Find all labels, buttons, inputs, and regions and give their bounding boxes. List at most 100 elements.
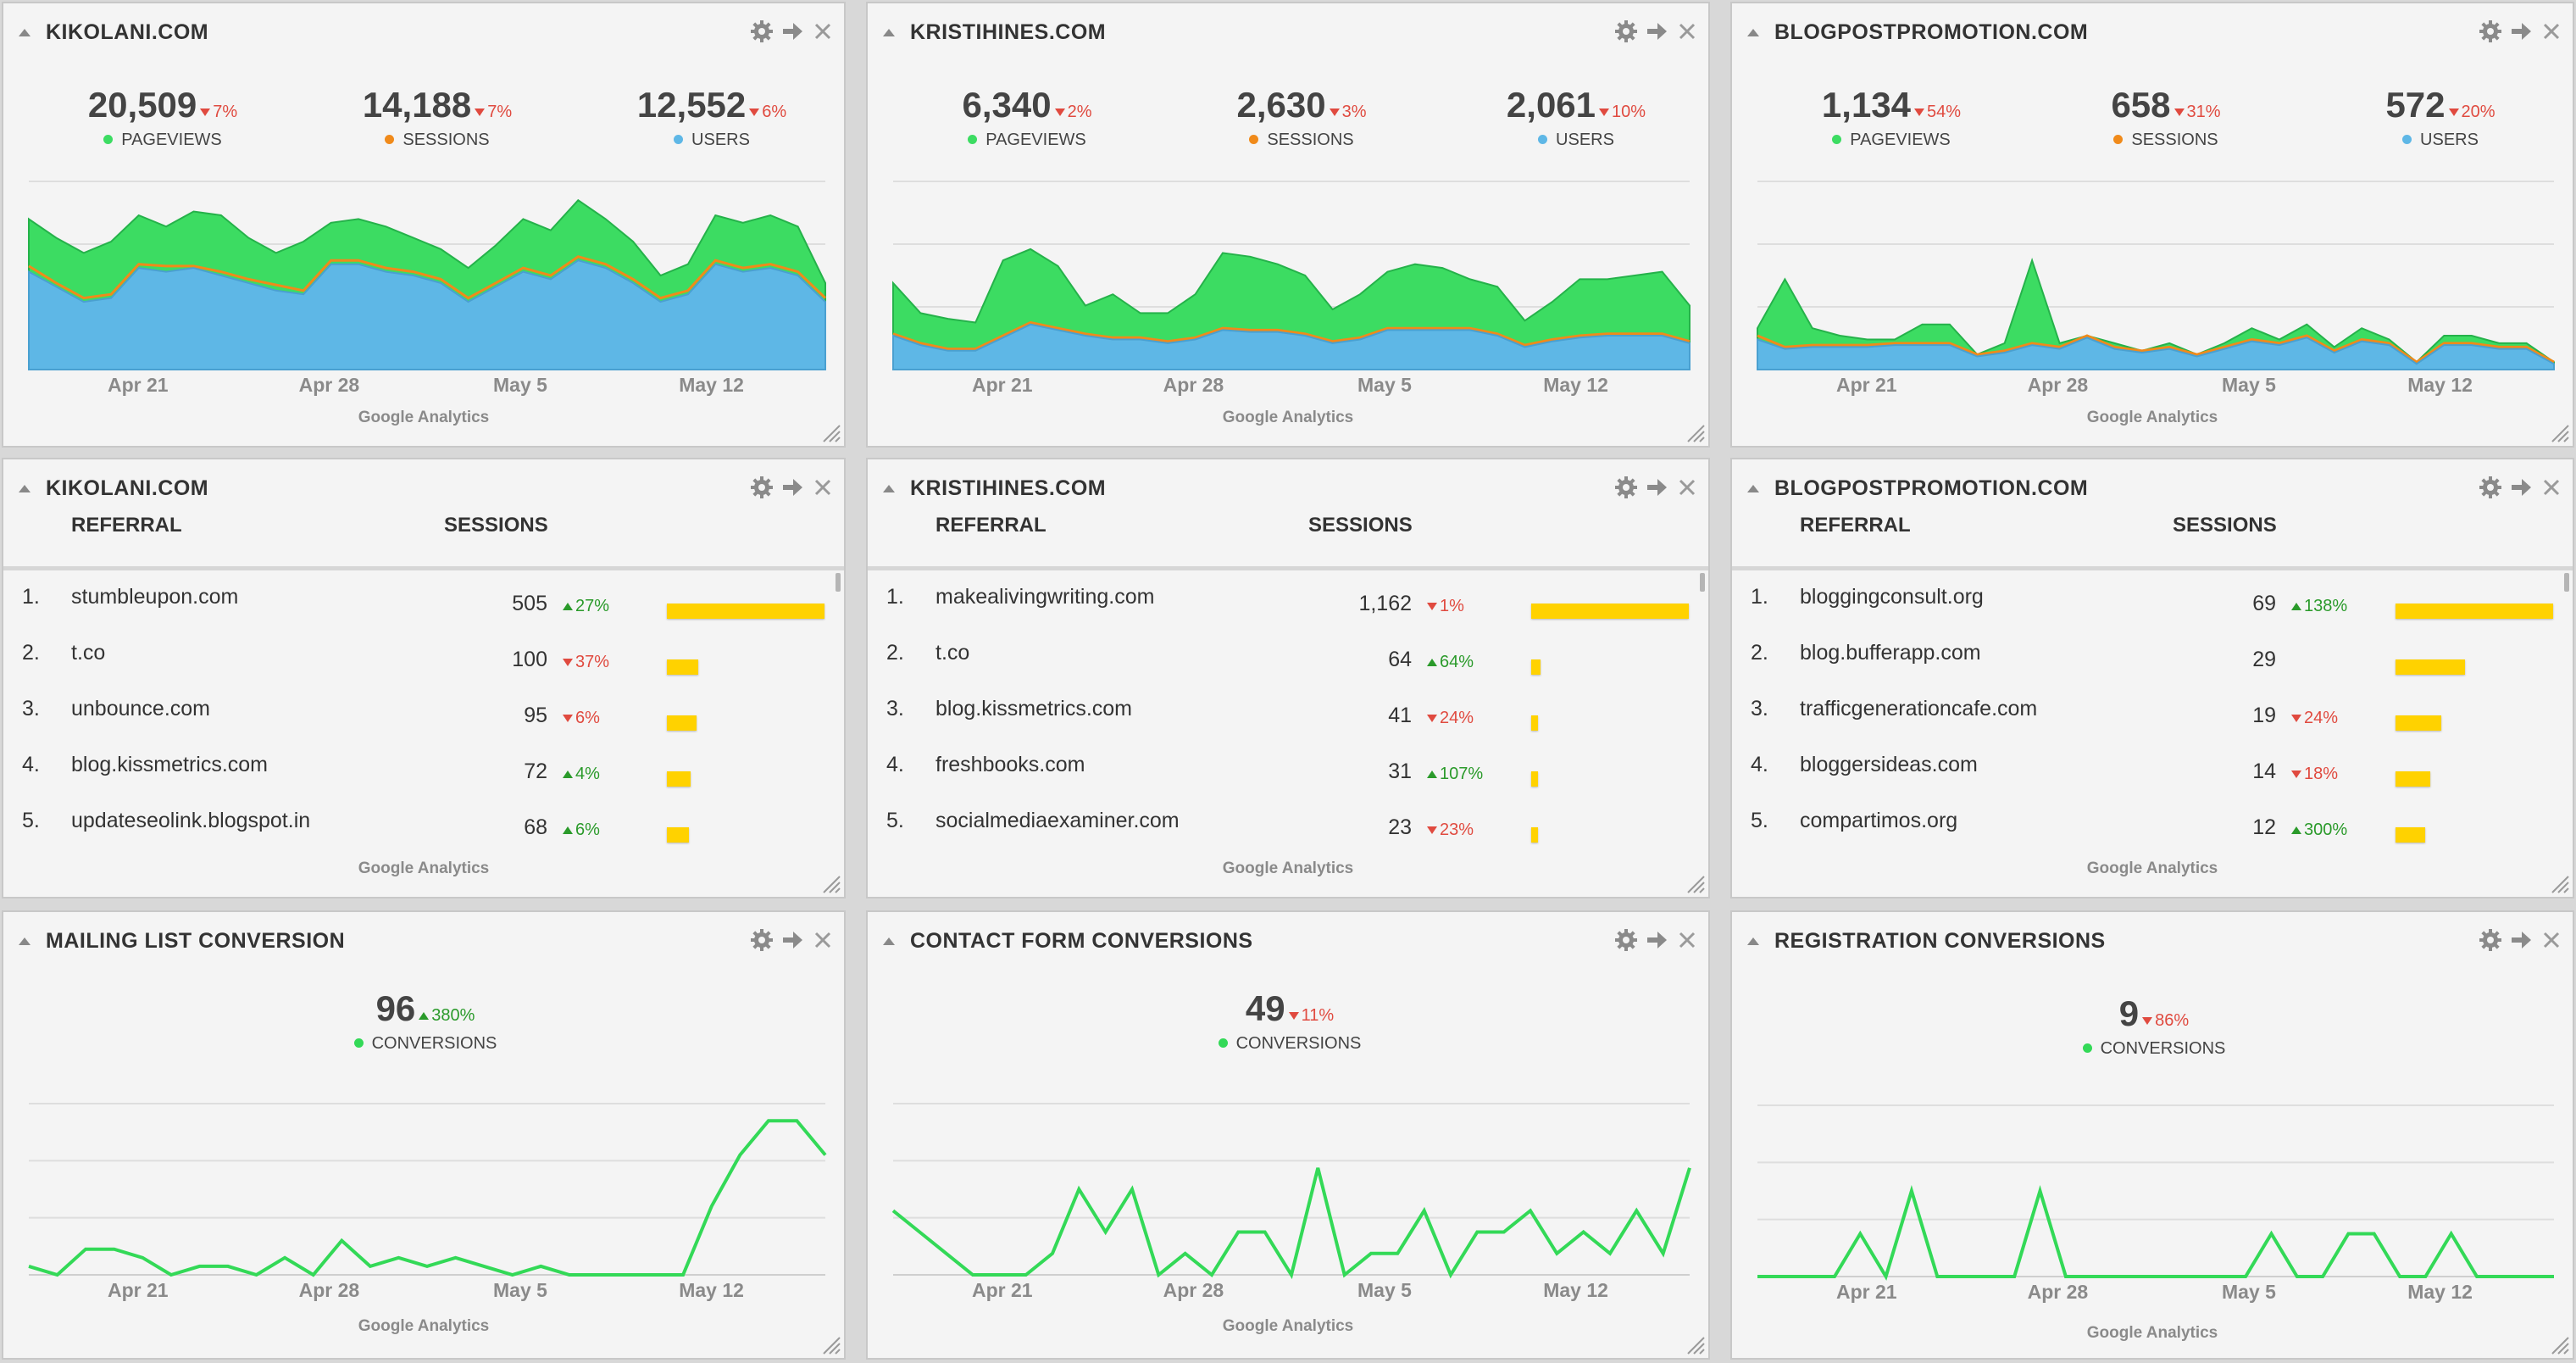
gear-icon[interactable] xyxy=(749,927,774,953)
table-row[interactable]: 5. compartimos.org 12 300% xyxy=(1732,798,2573,854)
resize-grip-icon[interactable] xyxy=(822,875,841,893)
resize-grip-icon[interactable] xyxy=(2551,1336,2569,1355)
collapse-triangle-icon[interactable] xyxy=(1747,485,1759,492)
close-icon[interactable] xyxy=(810,19,836,44)
scrollbar[interactable] xyxy=(836,573,841,592)
resize-grip-icon[interactable] xyxy=(1686,1336,1705,1355)
widget-header[interactable]: REGISTRATION CONVERSIONS xyxy=(1732,912,2573,966)
table-row[interactable]: 3. blog.kissmetrics.com 41 24% xyxy=(868,687,1708,743)
resize-grip-icon[interactable] xyxy=(2551,424,2569,442)
gear-icon[interactable] xyxy=(1613,19,1639,44)
gear-icon[interactable] xyxy=(2478,927,2503,953)
close-icon[interactable] xyxy=(810,927,836,953)
footer-source: Google Analytics xyxy=(1222,1317,1354,1335)
table-row[interactable]: 4. blog.kissmetrics.com 72 4% xyxy=(3,743,844,798)
widget-header[interactable]: KIKOLANI.COM xyxy=(3,459,844,514)
resize-grip-icon[interactable] xyxy=(2551,875,2569,893)
table-row[interactable]: 3. unbounce.com 95 6% xyxy=(3,687,844,743)
table-row[interactable]: 5. socialmediaexaminer.com 23 23% xyxy=(868,798,1708,854)
column-header-sessions[interactable]: SESSIONS xyxy=(444,514,548,537)
x-tick-label: May 5 xyxy=(1357,1279,1412,1301)
gear-icon[interactable] xyxy=(749,475,774,500)
widget-header[interactable]: KIKOLANI.COM xyxy=(3,3,844,58)
scrollbar[interactable] xyxy=(1700,573,1705,592)
close-icon[interactable] xyxy=(1674,19,1700,44)
collapse-triangle-icon[interactable] xyxy=(19,485,31,492)
close-icon[interactable] xyxy=(2539,475,2564,500)
arrow-right-icon[interactable] xyxy=(780,927,805,953)
referral-site[interactable]: trafficgenerationcafe.com xyxy=(1800,697,2038,720)
close-icon[interactable] xyxy=(810,475,836,500)
referral-site[interactable]: bloggingconsult.org xyxy=(1800,585,1984,609)
referral-site[interactable]: bloggersideas.com xyxy=(1800,753,1978,776)
column-header-referral[interactable]: REFERRAL xyxy=(935,514,1046,537)
arrow-right-icon[interactable] xyxy=(780,475,805,500)
referral-site[interactable]: compartimos.org xyxy=(1800,809,1958,832)
close-icon[interactable] xyxy=(1674,927,1700,953)
metric-value: 6,340 xyxy=(962,85,1052,125)
session-share-bar xyxy=(2396,659,2465,675)
widget-header[interactable]: BLOGPOSTPROMOTION.COM xyxy=(1732,3,2573,58)
resize-grip-icon[interactable] xyxy=(822,424,841,442)
table-row[interactable]: 2. t.co 100 37% xyxy=(3,631,844,687)
referral-site[interactable]: socialmediaexaminer.com xyxy=(935,809,1180,832)
gear-icon[interactable] xyxy=(2478,19,2503,44)
referral-site[interactable]: blog.kissmetrics.com xyxy=(71,753,268,776)
close-icon[interactable] xyxy=(2539,19,2564,44)
table-row[interactable]: 4. freshbooks.com 31 107% xyxy=(868,743,1708,798)
collapse-triangle-icon[interactable] xyxy=(1747,29,1759,36)
collapse-triangle-icon[interactable] xyxy=(1747,937,1759,945)
referral-site[interactable]: updateseolink.blogspot.in xyxy=(71,809,311,832)
widget-header[interactable]: BLOGPOSTPROMOTION.COM xyxy=(1732,459,2573,514)
table-row[interactable]: 1. bloggingconsult.org 69 138% xyxy=(1732,575,2573,631)
column-header-sessions[interactable]: SESSIONS xyxy=(1308,514,1413,537)
resize-grip-icon[interactable] xyxy=(1686,424,1705,442)
widget-header[interactable]: KRISTIHINES.COM xyxy=(868,3,1708,58)
referral-site[interactable]: t.co xyxy=(935,641,970,665)
widget-title: CONTACT FORM CONVERSIONS xyxy=(910,929,1253,953)
arrow-right-icon[interactable] xyxy=(1644,475,1669,500)
referral-site[interactable]: makealivingwriting.com xyxy=(935,585,1155,609)
table-row[interactable]: 3. trafficgenerationcafe.com 19 24% xyxy=(1732,687,2573,743)
metric-pageviews: 6,340 2% PAGEVIEWS xyxy=(891,85,1163,150)
arrow-right-icon[interactable] xyxy=(1644,19,1669,44)
referral-site[interactable]: t.co xyxy=(71,641,106,665)
arrow-right-icon[interactable] xyxy=(2508,475,2534,500)
collapse-triangle-icon[interactable] xyxy=(883,29,895,36)
column-header-sessions[interactable]: SESSIONS xyxy=(2173,514,2277,537)
referral-site[interactable]: blog.bufferapp.com xyxy=(1800,641,1981,665)
table-row[interactable]: 1. stumbleupon.com 505 27% xyxy=(3,575,844,631)
referral-site[interactable]: freshbooks.com xyxy=(935,753,1085,776)
collapse-triangle-icon[interactable] xyxy=(883,937,895,945)
arrow-right-icon[interactable] xyxy=(1644,927,1669,953)
widget-header[interactable]: MAILING LIST CONVERSION xyxy=(3,912,844,966)
collapse-triangle-icon[interactable] xyxy=(19,937,31,945)
column-header-referral[interactable]: REFERRAL xyxy=(1800,514,1911,537)
widget-header[interactable]: KRISTIHINES.COM xyxy=(868,459,1708,514)
scrollbar[interactable] xyxy=(2564,573,2569,592)
arrow-right-icon[interactable] xyxy=(780,19,805,44)
column-header-referral[interactable]: REFERRAL xyxy=(71,514,182,537)
collapse-triangle-icon[interactable] xyxy=(883,485,895,492)
arrow-right-icon[interactable] xyxy=(2508,927,2534,953)
arrow-right-icon[interactable] xyxy=(2508,19,2534,44)
table-row[interactable]: 2. blog.bufferapp.com 29 xyxy=(1732,631,2573,687)
gear-icon[interactable] xyxy=(1613,475,1639,500)
gear-icon[interactable] xyxy=(2478,475,2503,500)
table-row[interactable]: 2. t.co 64 64% xyxy=(868,631,1708,687)
gear-icon[interactable] xyxy=(749,19,774,44)
metric-value: 9 xyxy=(2118,993,2140,1033)
close-icon[interactable] xyxy=(2539,927,2564,953)
close-icon[interactable] xyxy=(1674,475,1700,500)
gear-icon[interactable] xyxy=(1613,927,1639,953)
referral-site[interactable]: blog.kissmetrics.com xyxy=(935,697,1132,720)
resize-grip-icon[interactable] xyxy=(822,1336,841,1355)
widget-header[interactable]: CONTACT FORM CONVERSIONS xyxy=(868,912,1708,966)
referral-site[interactable]: unbounce.com xyxy=(71,697,211,720)
collapse-triangle-icon[interactable] xyxy=(19,29,31,36)
table-row[interactable]: 4. bloggersideas.com 14 18% xyxy=(1732,743,2573,798)
table-row[interactable]: 1. makealivingwriting.com 1,162 1% xyxy=(868,575,1708,631)
table-row[interactable]: 5. updateseolink.blogspot.in 68 6% xyxy=(3,798,844,854)
resize-grip-icon[interactable] xyxy=(1686,875,1705,893)
referral-site[interactable]: stumbleupon.com xyxy=(71,585,239,609)
